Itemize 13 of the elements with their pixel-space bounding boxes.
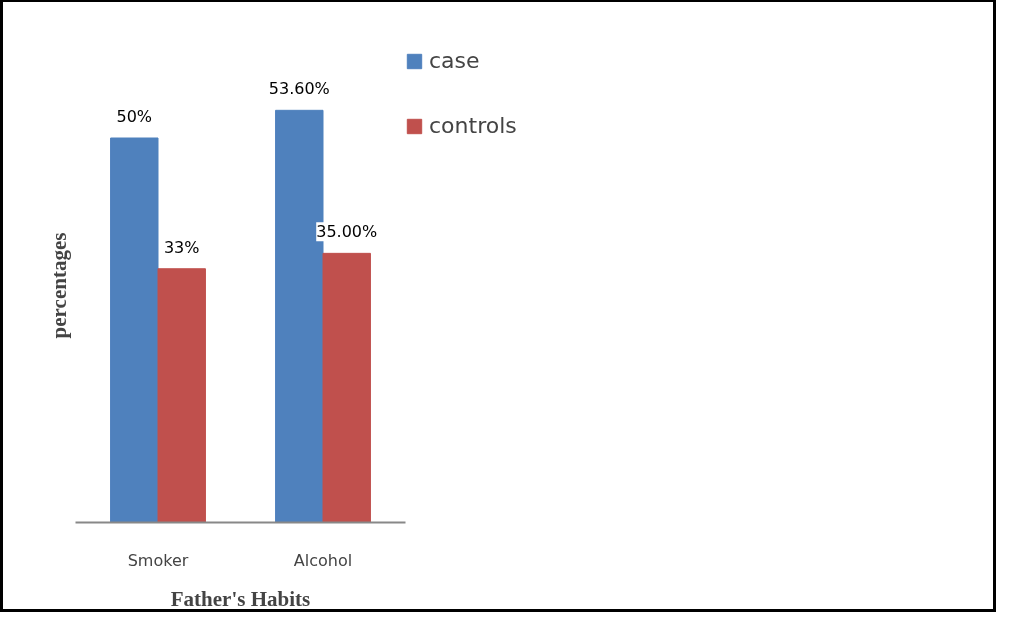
- x-axis-title: Father's Habits: [170, 586, 311, 611]
- x-tick-label: Alcohol: [293, 550, 353, 570]
- x-tick-label: Smoker: [127, 550, 189, 570]
- y-axis-title: percentages: [46, 232, 71, 339]
- data-label: 35.00%: [316, 222, 378, 242]
- bar: [110, 137, 159, 523]
- legend-label: case: [429, 48, 480, 73]
- bar: [157, 268, 206, 523]
- legend-label: controls: [429, 113, 517, 138]
- data-label: 50%: [116, 107, 153, 127]
- data-label: 33%: [163, 237, 200, 257]
- data-label: 53.60%: [268, 79, 330, 99]
- bar: [322, 252, 371, 523]
